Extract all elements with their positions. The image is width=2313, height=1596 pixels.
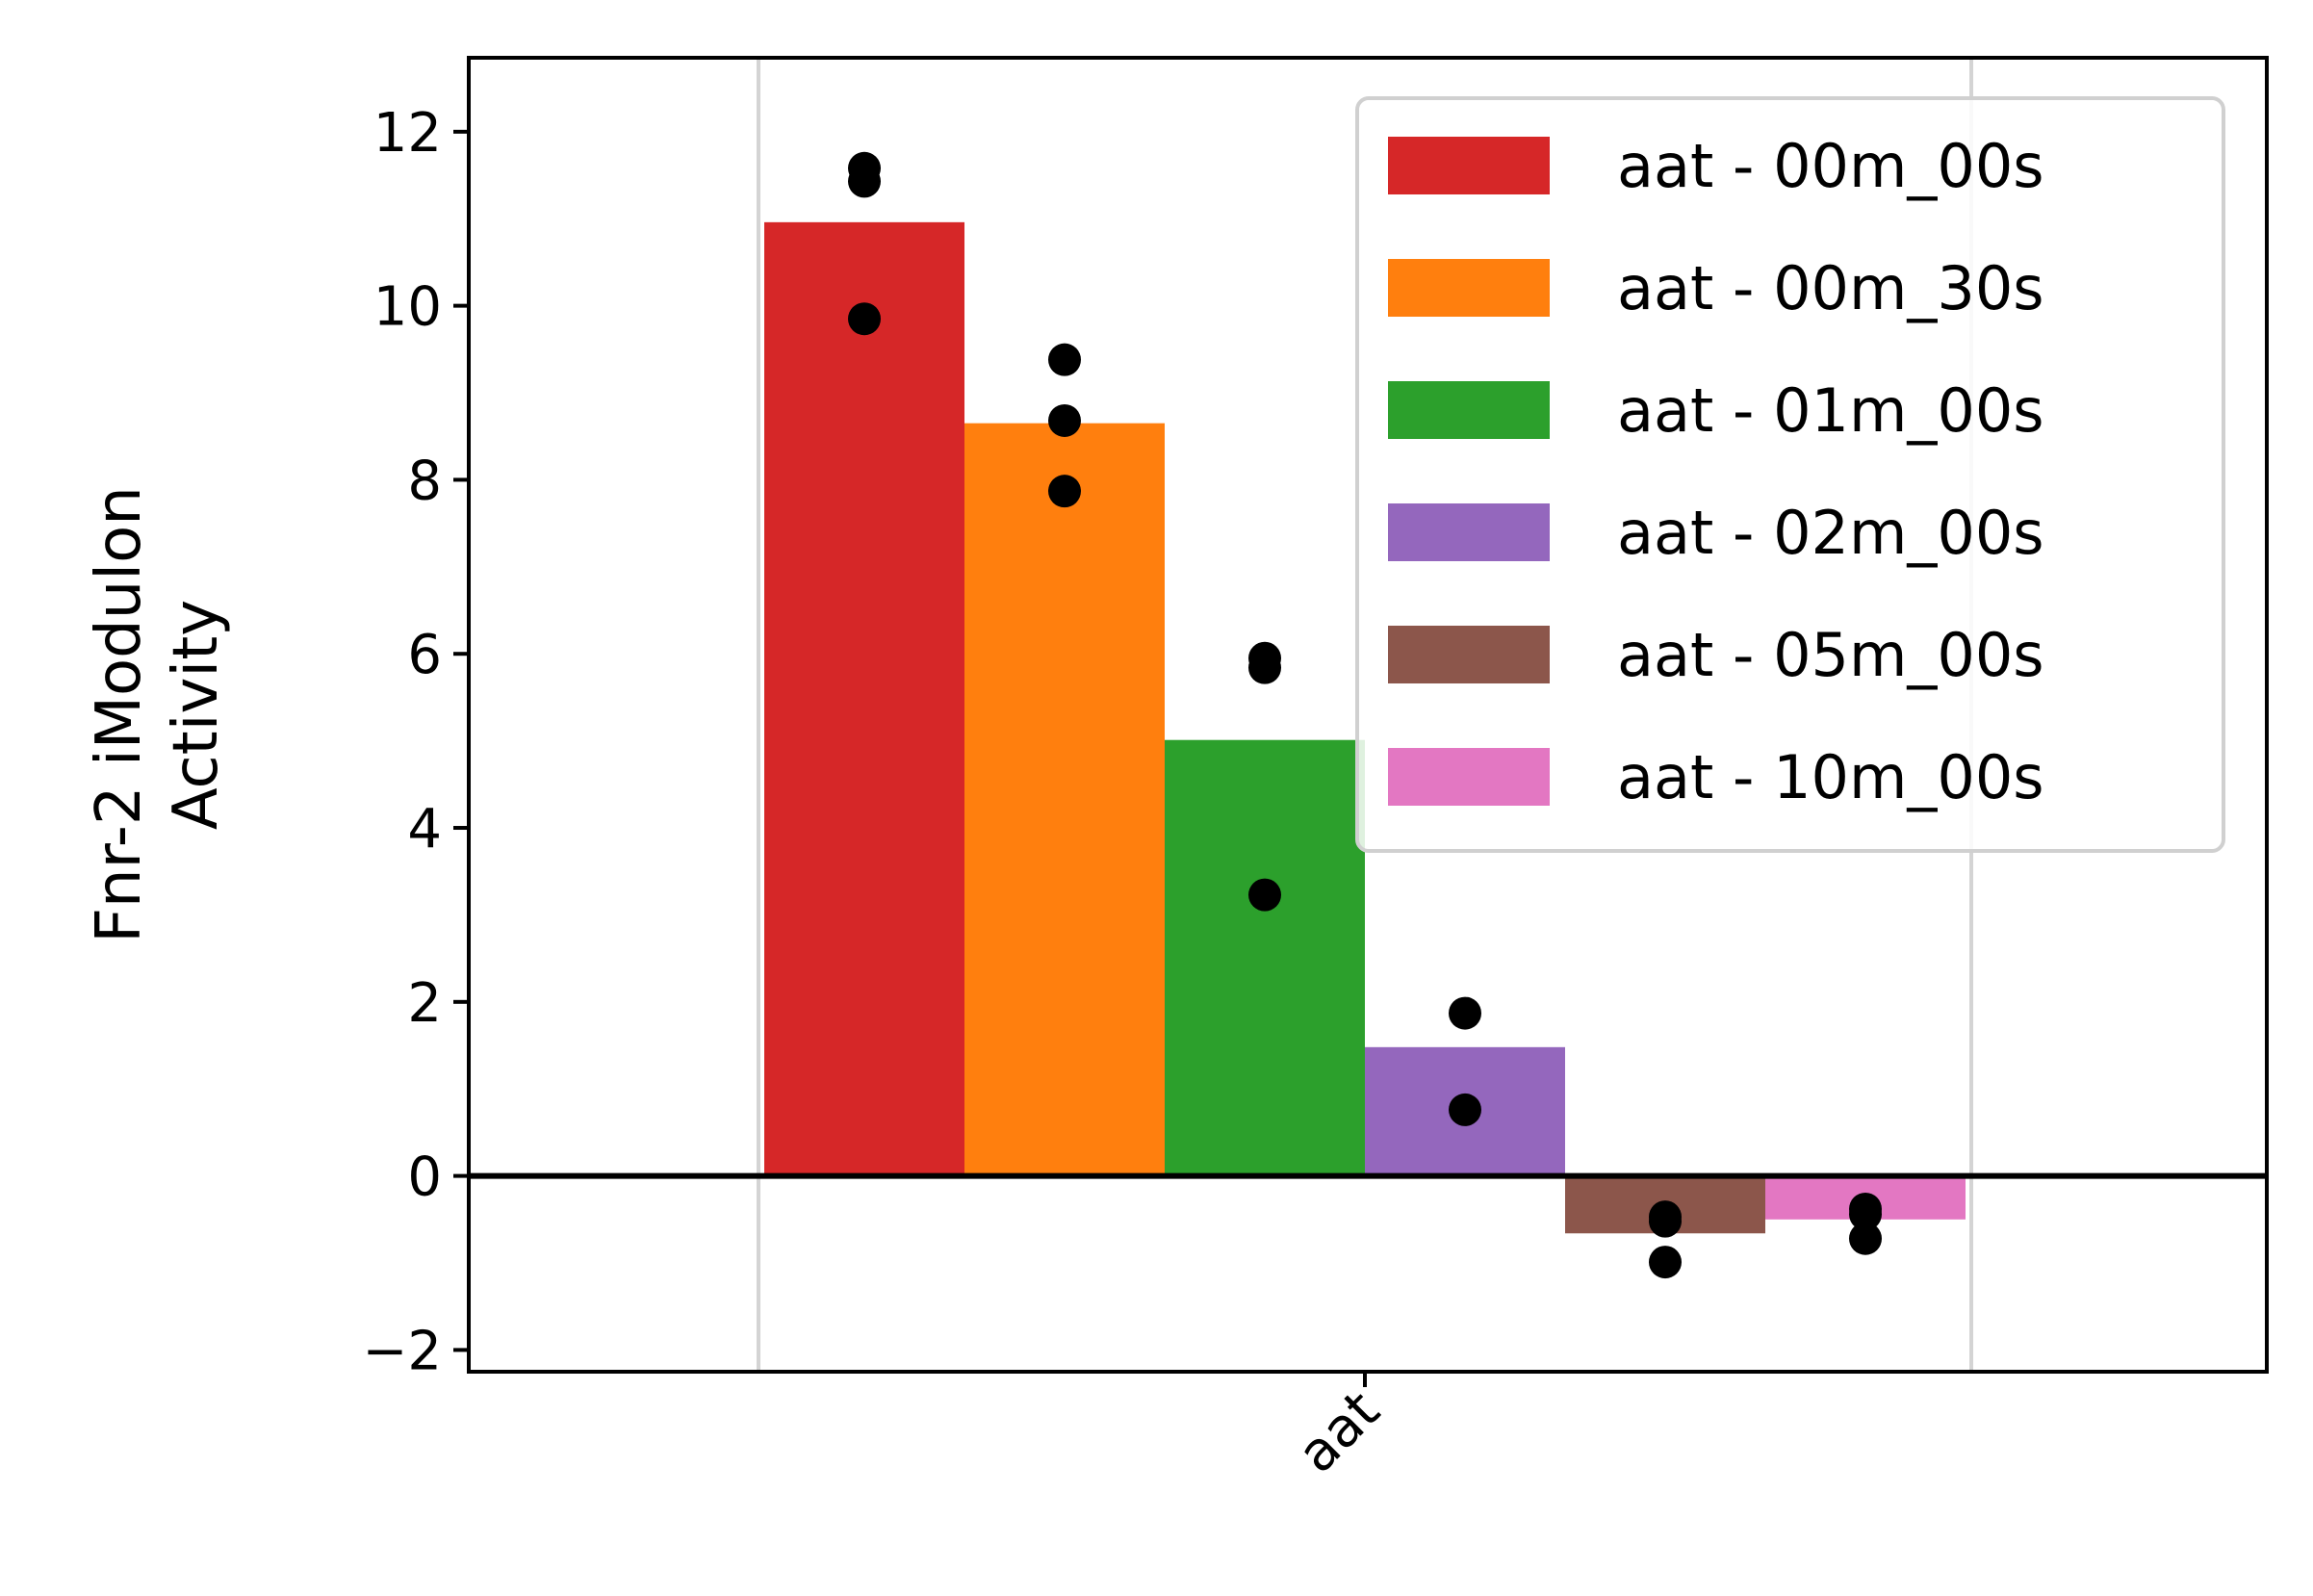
y-tick-label-6: 8 xyxy=(407,450,442,512)
legend-swatch-1 xyxy=(1388,137,1550,194)
data-point-5-3 xyxy=(1649,1246,1682,1279)
y-axis-title-line-2: Activity xyxy=(161,600,232,830)
bars xyxy=(764,221,1966,1234)
legend-label-4: aat - 02m_00s xyxy=(1617,498,2044,568)
data-point-2-1 xyxy=(1048,343,1081,376)
legend-swatch-5 xyxy=(1388,626,1550,683)
legend-label-6: aat - 10m_00s xyxy=(1617,742,2044,812)
y-tick-label-2: 0 xyxy=(407,1146,442,1209)
legend-swatch-3 xyxy=(1388,381,1550,439)
data-point-1-2 xyxy=(848,165,881,198)
data-point-5-2 xyxy=(1649,1204,1682,1238)
bar-3 xyxy=(1165,739,1365,1176)
legend-label-5: aat - 05m_00s xyxy=(1617,620,2044,690)
data-point-6-2 xyxy=(1849,1197,1882,1231)
data-point-2-3 xyxy=(1048,475,1081,508)
legend-swatch-6 xyxy=(1388,748,1550,806)
y-tick-label-1: −2 xyxy=(362,1320,442,1382)
y-axis-title-line-1: Fnr-2 iModulon xyxy=(84,486,155,943)
legend-label-3: aat - 01m_00s xyxy=(1617,375,2044,446)
data-point-4-2 xyxy=(1449,1093,1481,1126)
legend-box xyxy=(1355,96,2225,853)
bar-2 xyxy=(964,423,1165,1176)
y-tick-label-8: 12 xyxy=(373,102,442,165)
bar-1 xyxy=(764,221,964,1176)
legend-label-1: aat - 00m_00s xyxy=(1617,131,2044,201)
y-tick-label-3: 2 xyxy=(407,972,442,1035)
plot-frame xyxy=(467,56,2269,1374)
data-point-4-1 xyxy=(1449,996,1481,1030)
data-point-3-2 xyxy=(1248,651,1281,684)
data-points xyxy=(848,151,1882,1279)
legend-swatch-2 xyxy=(1388,259,1550,317)
data-point-3-3 xyxy=(1248,878,1281,912)
data-point-6-3 xyxy=(1849,1222,1882,1255)
data-point-2-2 xyxy=(1048,403,1081,437)
y-tick-label-5: 6 xyxy=(407,624,442,686)
y-axis: −2 0 2 4 6 8 10 12 xyxy=(362,102,469,1382)
legend-swatch-4 xyxy=(1388,503,1550,561)
data-point-1-3 xyxy=(848,302,881,336)
y-tick-label-4: 4 xyxy=(407,798,442,861)
legend-label-2: aat - 00m_30s xyxy=(1617,253,2044,323)
y-tick-label-7: 10 xyxy=(373,276,442,339)
